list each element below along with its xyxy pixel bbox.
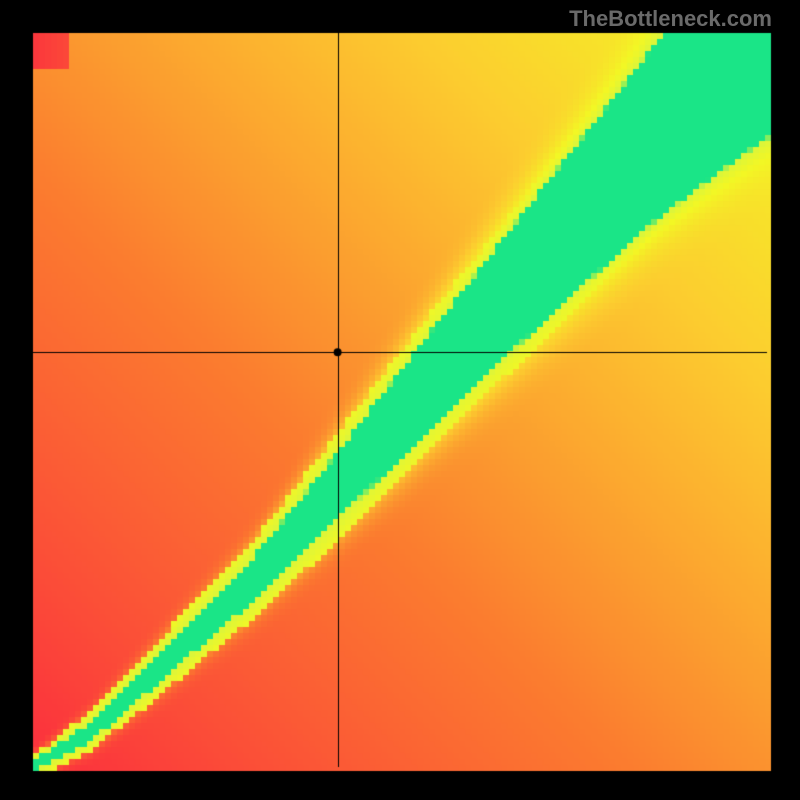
watermark-text: TheBottleneck.com xyxy=(569,6,772,32)
bottleneck-heatmap xyxy=(0,0,800,800)
